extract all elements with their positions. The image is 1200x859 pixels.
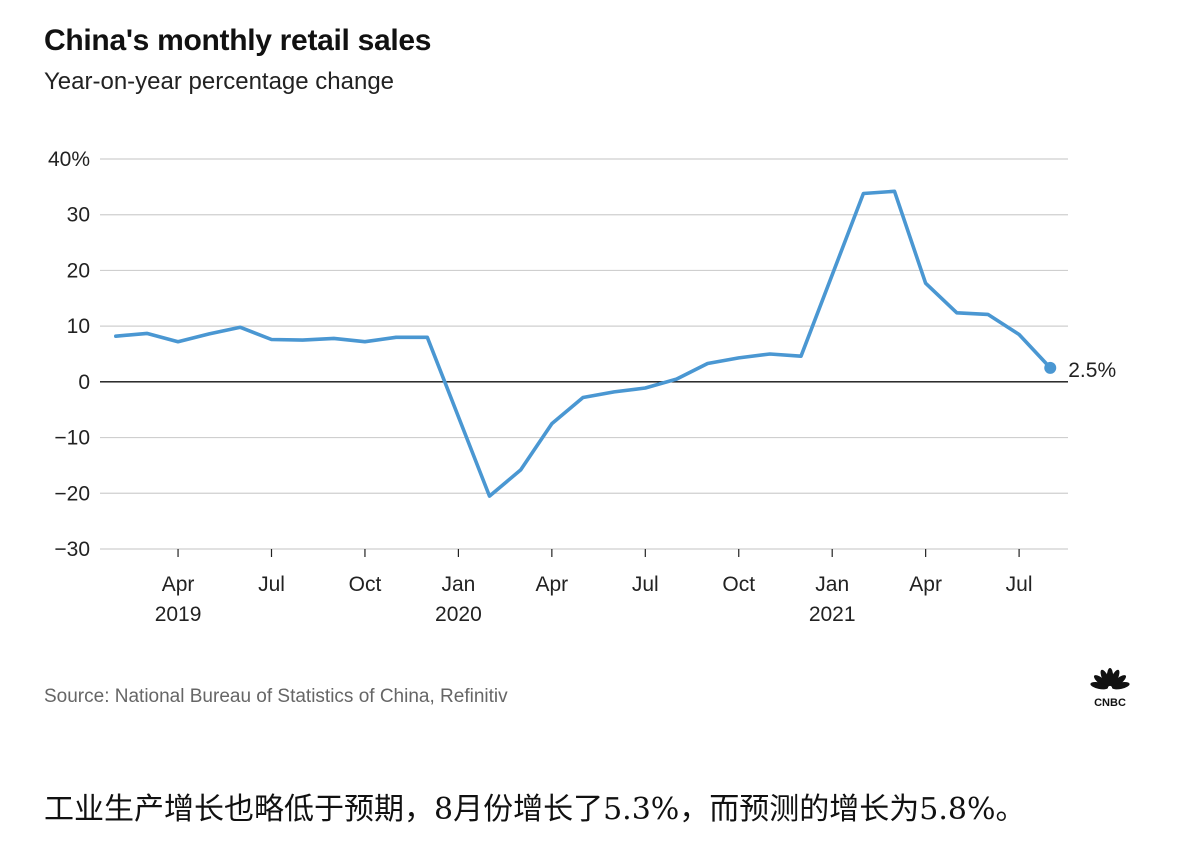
x-tick-label: Oct <box>349 573 382 596</box>
x-tick-label: Apr <box>162 573 195 596</box>
cnbc-logo: CNBC <box>1090 668 1130 708</box>
x-tick-label: Jul <box>258 573 285 596</box>
x-tick-label: Apr <box>909 573 942 596</box>
source-note: Source: National Bureau of Statistics of… <box>44 686 508 707</box>
chart-title: China's monthly retail sales <box>44 24 432 57</box>
x-axis-ticks: Apr 2019 Jul Oct Jan 2020 Apr Jul Oct Jan 2021 Apr J… <box>155 549 1033 626</box>
x-tick-label: Oct <box>722 573 755 596</box>
y-tick-label: −20 <box>54 482 90 505</box>
last-data-point <box>1044 361 1057 374</box>
y-tick-label: 40% <box>48 148 90 171</box>
y-tick-label: 30 <box>67 204 90 227</box>
data-labels: 2.5% <box>1068 359 1116 382</box>
x-tick-label: Jul <box>1006 573 1033 596</box>
end-value-label: 2.5% <box>1068 359 1116 382</box>
x-year-label: 2020 <box>435 603 482 626</box>
x-tick-label: Jul <box>632 573 659 596</box>
x-tick-label: Jan <box>815 573 849 596</box>
x-year-label: 2019 <box>155 603 202 626</box>
article-caption: 工业生产增长也略低于预期，8月份增长了5.3%，而预测的增长为5.8%。 <box>44 792 1026 827</box>
series-line <box>114 189 1053 498</box>
peacock-icon <box>1090 668 1130 690</box>
grid-lines <box>100 158 1068 550</box>
x-tick-label: Jan <box>441 573 475 596</box>
y-tick-label: 20 <box>67 259 90 282</box>
y-tick-label: 10 <box>67 315 90 338</box>
line-chart: 40% 30 20 10 0 −10 −20 −30 Apr 2019 Jul Oct Jan 2020… <box>48 148 1116 626</box>
x-year-label: 2021 <box>809 603 856 626</box>
y-tick-label: −30 <box>54 538 90 561</box>
y-axis-tick-labels: 40% 30 20 10 0 −10 −20 −30 <box>48 148 90 561</box>
y-tick-label: 0 <box>78 371 90 394</box>
y-tick-label: −10 <box>54 427 90 450</box>
x-tick-label: Apr <box>536 573 569 596</box>
series-layer <box>114 189 1057 498</box>
chart-subtitle: Year-on-year percentage change <box>44 68 395 95</box>
logo-text: CNBC <box>1094 697 1126 708</box>
